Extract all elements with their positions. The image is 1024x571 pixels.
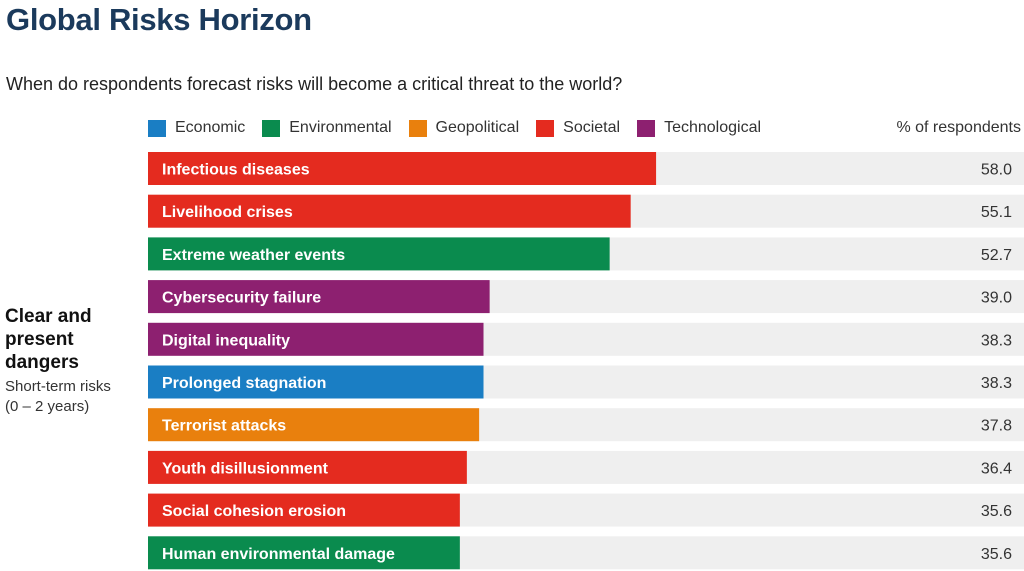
legend-item-geopolitical: Geopolitical (408, 119, 520, 137)
legend-label-geopolitical: Geopolitical (435, 119, 520, 136)
bar-cybersecurity-failure (148, 280, 490, 314)
bar-social-cohesion-erosion (148, 493, 460, 527)
value-label-digital-inequality: 38.3 (981, 332, 1012, 349)
bar-label-youth-disillusionment: Youth disillusionment (162, 460, 329, 477)
value-label-terrorist-attacks: 37.8 (981, 418, 1012, 435)
legend-item-economic: Economic (148, 119, 245, 137)
bar-extreme-weather-events (148, 237, 610, 271)
bar-youth-disillusionment (148, 450, 467, 484)
legend-label-environmental: Environmental (289, 119, 392, 136)
legend-swatch-economic (148, 119, 166, 137)
bar-label-livelihood-crises: Livelihood crises (162, 204, 293, 221)
legend-swatch-environmental (262, 119, 281, 137)
value-label-prolonged-stagnation: 38.3 (981, 375, 1012, 392)
bar-label-cybersecurity-failure: Cybersecurity failure (162, 290, 321, 307)
legend-label-technological: Technological (664, 119, 762, 136)
bar-infectious-diseases (148, 152, 657, 185)
bar-label-digital-inequality: Digital inequality (162, 332, 290, 349)
bar-label-social-cohesion-erosion: Social cohesion erosion (162, 503, 346, 520)
legend-swatch-geopolitical (408, 119, 427, 137)
bar-label-extreme-weather-events: Extreme weather events (162, 247, 345, 264)
value-label-cybersecurity-failure: 39.0 (981, 290, 1012, 307)
legend-label-economic: Economic (175, 119, 246, 136)
chart-subtitle: When do respondents forecast risks will … (6, 74, 623, 94)
bar-livelihood-crises (148, 194, 631, 228)
value-column-header: % of respondents (896, 119, 1021, 136)
value-label-social-cohesion-erosion: 35.6 (981, 503, 1012, 520)
legend: Economic Environmental Geopolitical Soci… (148, 117, 778, 139)
group-subheading-line1: Short-term risks (5, 378, 111, 395)
value-label-human-environmental-damage: 35.6 (981, 546, 1012, 563)
value-label-youth-disillusionment: 36.4 (981, 460, 1012, 477)
group-heading: Clear and present dangers (5, 306, 92, 373)
group-subheading: Short-term risks (0 – 2 years) (5, 377, 145, 417)
legend-item-societal: Societal (536, 119, 620, 137)
legend-swatch-societal (536, 119, 555, 137)
bar-label-infectious-diseases: Infectious diseases (162, 162, 310, 179)
bar-prolonged-stagnation (148, 365, 484, 399)
group-subheading-line2: (0 – 2 years) (5, 398, 90, 415)
legend-item-technological: Technological (637, 119, 761, 137)
bar-label-prolonged-stagnation: Prolonged stagnation (162, 375, 326, 392)
value-label-extreme-weather-events: 52.7 (981, 247, 1012, 264)
bar-label-human-environmental-damage: Human environmental damage (162, 546, 395, 563)
legend-item-environmental: Environmental (262, 119, 392, 137)
page-title: Global Risks Horizon (6, 2, 312, 37)
value-label-livelihood-crises: 55.1 (981, 204, 1012, 221)
bar-terrorist-attacks (148, 408, 480, 442)
bar-digital-inequality (148, 322, 484, 356)
bar-human-environmental-damage (148, 536, 460, 570)
bar-label-terrorist-attacks: Terrorist attacks (162, 418, 286, 435)
value-label-infectious-diseases: 58.0 (981, 162, 1012, 179)
legend-swatch-technological (637, 119, 656, 137)
legend-label-societal: Societal (563, 119, 621, 136)
